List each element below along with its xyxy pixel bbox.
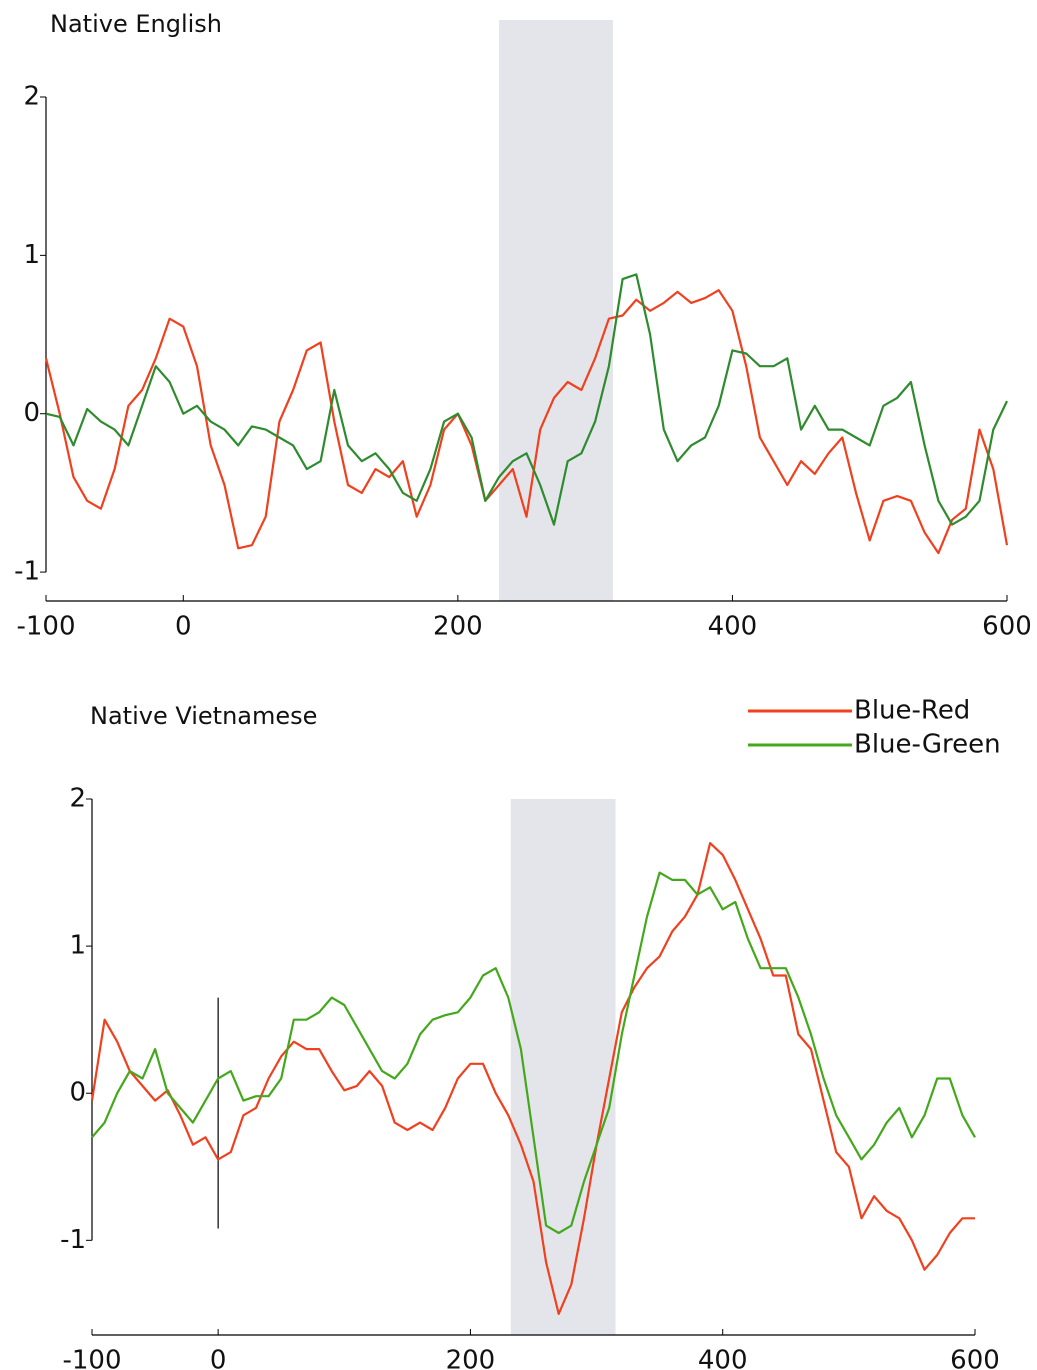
data-line — [90, 842, 975, 1315]
x-tick-label: 400 — [698, 1346, 748, 1370]
shaded-region — [499, 20, 613, 601]
chart-title: Native Vietnamese — [90, 702, 317, 730]
shaded-region — [510, 799, 616, 1335]
x-tick-label: 0 — [210, 1346, 227, 1370]
y-tick-label: 1 — [69, 931, 86, 961]
x-tick-label: 0 — [175, 612, 192, 642]
legend-label: Blue-Green — [854, 730, 1001, 760]
y-tick-label: 2 — [23, 82, 40, 112]
chart-title: Native English — [50, 10, 222, 38]
x-tick-label: 200 — [433, 612, 483, 642]
x-tick-label: -100 — [62, 1346, 121, 1370]
y-tick-label: -1 — [60, 1225, 86, 1255]
x-tick-label: 600 — [982, 612, 1032, 642]
y-tick-label: 2 — [69, 784, 86, 814]
y-tick-label: -1 — [14, 557, 40, 587]
legend-label: Blue-Red — [854, 696, 970, 726]
data-line — [44, 289, 1009, 555]
x-tick-label: -100 — [16, 612, 75, 642]
data-line — [45, 273, 1008, 526]
x-tick-label: 200 — [446, 1346, 496, 1370]
x-tick-label: 400 — [708, 612, 758, 642]
data-line — [91, 871, 976, 1235]
x-tick-label: 600 — [950, 1346, 1000, 1370]
y-tick-label: 1 — [23, 240, 40, 270]
y-tick-label: 0 — [69, 1078, 86, 1108]
y-tick-label: 0 — [23, 398, 40, 428]
